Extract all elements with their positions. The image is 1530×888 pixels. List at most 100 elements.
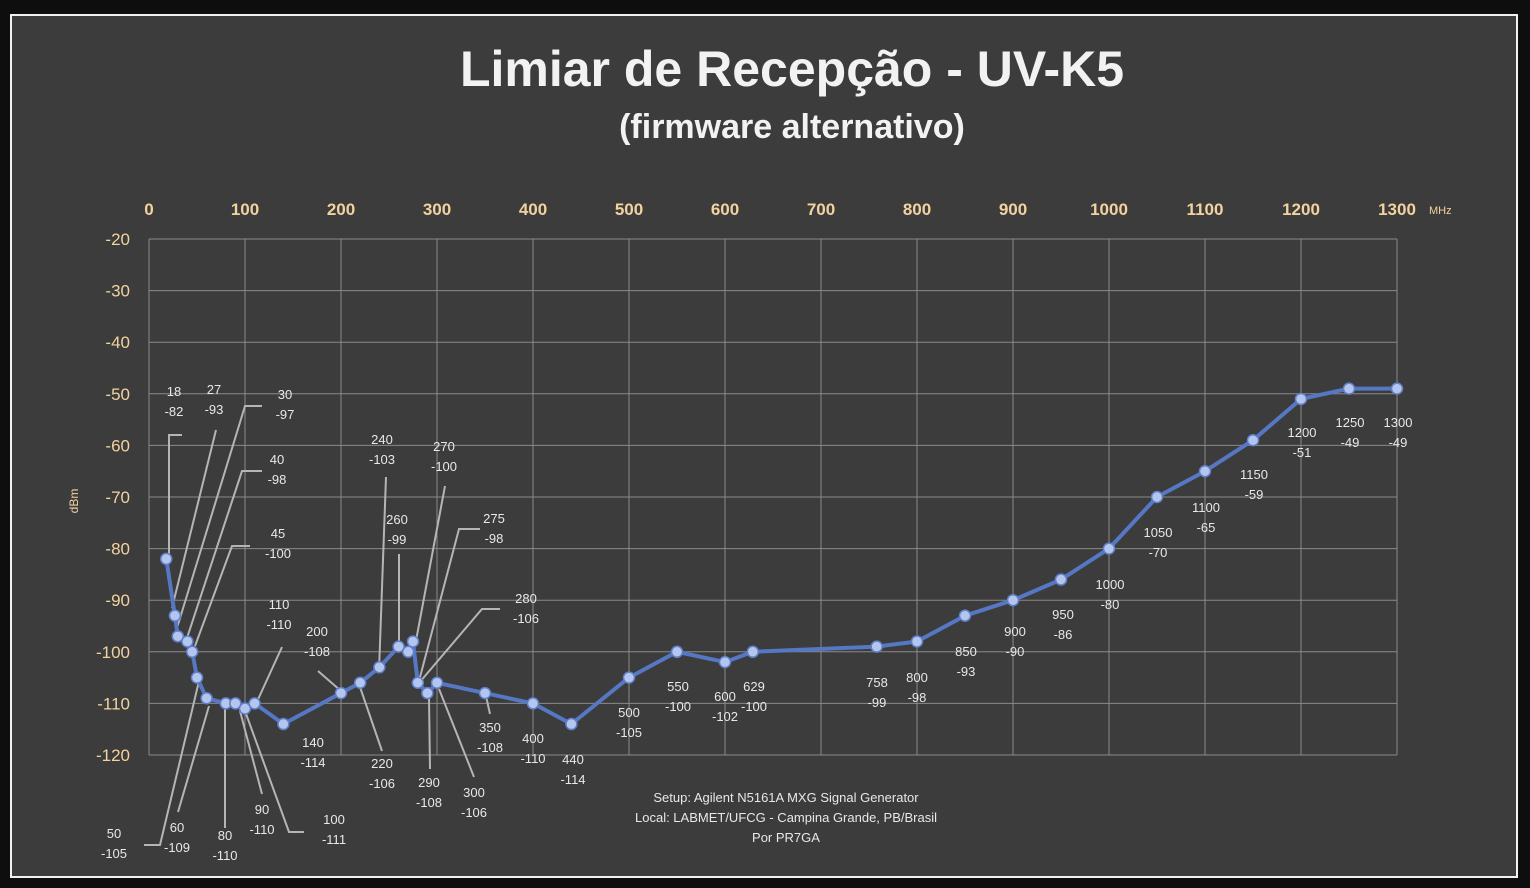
data-label-x: 60 (170, 820, 184, 835)
data-label-y: -49 (1341, 435, 1360, 450)
data-point (430, 676, 444, 690)
data-label-x: 1150 (1240, 467, 1268, 482)
data-point (958, 609, 972, 622)
data-point (392, 640, 405, 653)
data-point (1006, 593, 1020, 607)
data-label-x: 400 (522, 731, 544, 746)
data-point (185, 645, 199, 659)
label-leaders (144, 405, 500, 846)
y-tick-label: -90 (105, 591, 130, 610)
data-point (181, 635, 194, 648)
data-label-x: 110 (269, 597, 290, 612)
data-label-y: -114 (560, 772, 585, 787)
data-point (1102, 542, 1116, 555)
data-label-y: -105 (101, 846, 127, 861)
data-label-y: -103 (369, 452, 395, 467)
y-tick-label: -60 (105, 436, 130, 455)
data-label-y: -105 (616, 725, 642, 740)
label-leader (144, 680, 200, 846)
y-tick-label: -30 (105, 282, 130, 301)
data-label-y: -109 (164, 840, 190, 855)
data-label-x: 220 (371, 756, 393, 771)
x-tick-label: 1200 (1282, 200, 1320, 219)
label-leader (194, 545, 250, 647)
data-label-y: -90 (1006, 644, 1025, 659)
data-point (334, 686, 348, 700)
y-tick-label: -80 (105, 540, 130, 559)
data-label-y: -97 (276, 407, 295, 422)
label-leader (359, 686, 383, 752)
x-axis-ticks: 0 100 200 300 400 500 600 700 800 900 1000 1100 1200… (144, 200, 1416, 219)
label-leader (418, 528, 480, 682)
data-label-y: -49 (1389, 435, 1408, 450)
data-label-x: 40 (270, 452, 284, 467)
data-point (277, 717, 290, 731)
data-labels: 18 -82 27 -93 30 -97 40 -98 45 -100 50 -105 60 -109 80… (101, 382, 1412, 863)
data-point (478, 686, 492, 700)
data-label-y: -93 (205, 402, 224, 417)
data-label-x: 280 (515, 591, 537, 606)
data-point (565, 717, 578, 731)
data-label-x: 1300 (1384, 415, 1413, 430)
data-label-x: 600 (714, 689, 736, 704)
data-point (746, 645, 760, 659)
data-label-x: 1050 (1144, 525, 1173, 540)
label-leader (438, 688, 475, 778)
label-leader (317, 670, 342, 692)
y-tick-label: -40 (105, 333, 130, 352)
y-tick-label: -100 (96, 643, 130, 662)
data-label-y: -111 (322, 832, 346, 847)
data-label-y: -106 (369, 776, 395, 791)
label-leader (186, 470, 262, 639)
data-label-x: 500 (618, 705, 640, 720)
data-point (421, 686, 434, 700)
data-label-x: 1100 (1192, 500, 1220, 515)
data-label-y: -98 (268, 472, 287, 487)
data-label-y: -102 (712, 709, 738, 724)
data-label-y: -100 (265, 546, 291, 561)
data-label-y: -108 (477, 740, 503, 755)
data-point (718, 655, 732, 669)
y-tick-label: -50 (105, 385, 130, 404)
data-label-y: -51 (1293, 445, 1312, 460)
data-point (622, 671, 636, 684)
data-label-x: 260 (386, 512, 408, 527)
data-label-x: 200 (306, 624, 328, 639)
y-tick-label: -110 (97, 694, 130, 713)
x-axis-unit: MHz (1429, 205, 1452, 217)
data-label-x: 350 (479, 720, 501, 735)
data-label-x: 1250 (1336, 415, 1365, 430)
x-tick-label: 200 (327, 200, 355, 219)
data-point (1294, 392, 1308, 406)
chart-subtitle: (firmware alternativo) (619, 108, 965, 146)
data-label-x: 80 (218, 828, 232, 843)
x-tick-label: 400 (519, 200, 547, 219)
x-tick-label: 1300 (1378, 200, 1416, 219)
data-label-y: -99 (388, 532, 407, 547)
data-label-y: -98 (485, 531, 504, 546)
data-label-x: 18 (167, 384, 181, 399)
data-label-y: -106 (513, 611, 539, 626)
data-label-y: -70 (1149, 545, 1168, 560)
label-leader (428, 696, 431, 770)
data-label-x: 140 (302, 735, 324, 750)
data-point (670, 645, 684, 659)
chart: Limiar de Recepção - UV-K5 (firmware alt… (67, 41, 1452, 863)
grid (148, 238, 1398, 756)
data-label-y: -114 (300, 755, 325, 770)
data-label-y: -99 (868, 695, 887, 710)
data-point (229, 697, 242, 710)
data-point (238, 702, 252, 715)
y-axis-ticks: -20 -30 -40 -50 -60 -70 -80 -90 -100 -110 -120 (96, 230, 130, 765)
data-label-x: 300 (463, 785, 485, 800)
data-point (526, 697, 540, 710)
x-tick-label: 600 (711, 200, 739, 219)
y-axis-label: dBm (67, 489, 81, 514)
label-leader (244, 710, 304, 833)
author-note: Por PR7GA (752, 830, 820, 845)
chart-title: Limiar de Recepção - UV-K5 (460, 41, 1124, 97)
label-leader (418, 608, 500, 684)
data-label-x: 629 (743, 679, 765, 694)
data-point (353, 676, 367, 690)
